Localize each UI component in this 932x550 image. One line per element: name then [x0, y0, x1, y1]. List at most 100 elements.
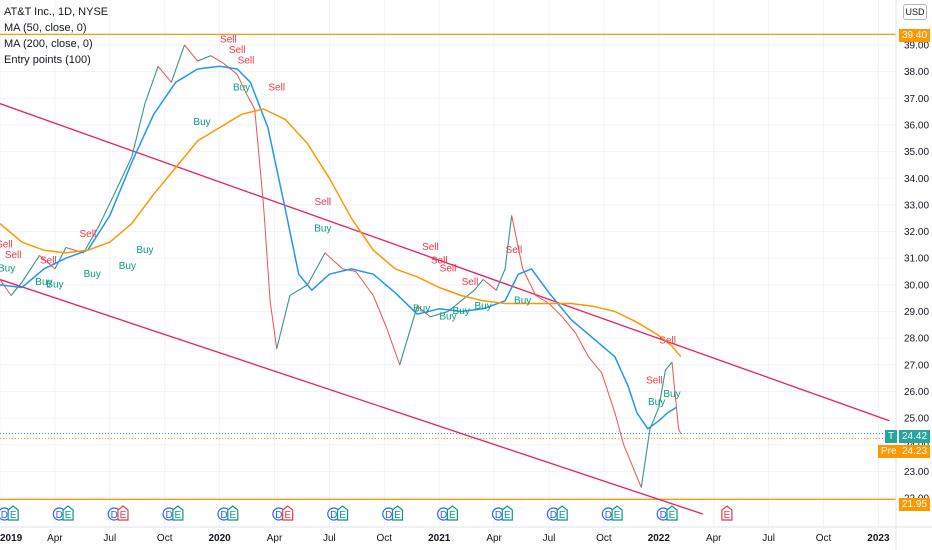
- x-tick-label: Jul: [543, 533, 556, 544]
- buy-signal-label: Buy: [475, 301, 492, 312]
- earnings-marker-label: E: [339, 510, 346, 521]
- dividend-marker-label: D: [275, 510, 282, 521]
- dividend-marker-label: D: [440, 510, 447, 521]
- legend-symbol[interactable]: AT&T Inc., 1D, NYSE: [4, 6, 109, 18]
- x-tick-label: Oct: [377, 533, 393, 544]
- sell-signal-label: Sell: [40, 256, 57, 267]
- earnings-icon: [62, 505, 74, 521]
- earnings-marker-label: E: [614, 510, 621, 521]
- sell-signal-label: Sell: [220, 34, 237, 45]
- y-tick-label: 32.00: [904, 227, 929, 238]
- y-tick-label: 38.00: [904, 67, 929, 78]
- buy-signal-label: Buy: [136, 245, 153, 256]
- earnings-marker: E: [446, 505, 458, 521]
- chart-legend: AT&T Inc., 1D, NYSE MA (50, close, 0) MA…: [4, 4, 108, 68]
- sell-signal-label: Sell: [314, 197, 331, 208]
- earnings-marker: E: [172, 505, 184, 521]
- price-segment-up: [144, 66, 159, 104]
- price-segment-up: [399, 306, 418, 365]
- y-tick-label: 28.00: [904, 334, 929, 345]
- horizontal-levels: [0, 33, 896, 500]
- y-tick-label: 39.00: [904, 41, 929, 52]
- dividend-marker-label: D: [660, 510, 667, 521]
- sell-signal-label: Sell: [5, 250, 22, 261]
- earnings-marker-label: E: [449, 510, 456, 521]
- y-tick-label: 34.00: [904, 174, 929, 185]
- y-tick-label: 36.00: [904, 120, 929, 131]
- resistance-price-tag: 39.40: [899, 29, 931, 42]
- earnings-icon: [336, 505, 349, 521]
- price-segment-up: [495, 268, 506, 291]
- buy-signal-label: Buy: [663, 389, 680, 400]
- price-segment-up: [131, 103, 146, 158]
- earnings-marker: E: [336, 505, 349, 521]
- y-tick-label: 23.00: [904, 467, 929, 478]
- y-tick-label: 37.00: [904, 94, 929, 105]
- price-segment-up: [460, 289, 475, 302]
- price-line: [0, 44, 682, 488]
- price-segment-up: [113, 156, 133, 195]
- x-tick-label: Apr: [486, 533, 502, 544]
- price-segment-up: [98, 194, 115, 227]
- currency-button[interactable]: USD: [903, 4, 927, 20]
- pre-price-tag: 24.23: [899, 445, 931, 458]
- x-tick-label: Jul: [762, 533, 775, 544]
- earnings-icon: [446, 505, 458, 521]
- dividend-marker-label: D: [495, 510, 502, 521]
- trend-channel: [0, 103, 890, 515]
- earnings-marker: E: [391, 505, 404, 521]
- y-tick-label: 35.00: [904, 147, 929, 158]
- earnings-icon: [282, 505, 294, 521]
- x-tick-label: 2022: [648, 533, 671, 544]
- buy-signal-label: Buy: [314, 224, 331, 235]
- sell-signal-label: Sell: [659, 335, 676, 346]
- earnings-marker-label: E: [120, 510, 127, 521]
- y-tick-label: 27.00: [904, 360, 929, 371]
- earnings-marker: E: [282, 505, 294, 521]
- dividend-marker-label: D: [111, 510, 118, 521]
- buy-signal-label: Buy: [119, 261, 136, 272]
- earnings-marker-label: E: [724, 510, 731, 521]
- x-tick-label: 2021: [428, 533, 451, 544]
- ma50-line: [0, 65, 677, 430]
- price-segment-up: [83, 225, 100, 254]
- price-segment-up: [289, 284, 308, 296]
- sell-signal-label: Sell: [0, 240, 13, 251]
- earnings-marker: E: [501, 505, 513, 521]
- channel-line-lower: [0, 278, 703, 515]
- sell-signal-label: Sell: [229, 45, 246, 56]
- sell-signal-label: Sell: [462, 277, 479, 288]
- legend-strategy[interactable]: Entry points (100): [4, 54, 91, 66]
- earnings-icon: [666, 505, 678, 521]
- pre-label-tag: Pre: [878, 445, 900, 458]
- earnings-marker-label: E: [65, 510, 72, 521]
- price-segment-up: [504, 215, 513, 269]
- price-segment-up: [473, 279, 484, 291]
- sell-signal-label: Sell: [422, 242, 439, 253]
- legend-ma200[interactable]: MA (200, close, 0): [4, 38, 93, 50]
- earnings-marker-label: E: [394, 510, 401, 521]
- dividend-marker-label: D: [220, 510, 227, 521]
- sell-signal-label: Sell: [268, 82, 285, 93]
- earnings-marker-label: E: [10, 510, 17, 521]
- price-segment-up: [197, 55, 212, 62]
- sell-signal-label: Sell: [238, 56, 255, 67]
- price-segment-up: [640, 428, 651, 488]
- series-lines: [0, 44, 682, 488]
- time-axis[interactable]: 2019 Apr Jul Oct 2020 Apr Jul Oct 2021 Apr Jul Oct 2…: [0, 526, 932, 544]
- last-label-tag: T: [885, 430, 898, 443]
- legend-ma50[interactable]: MA (50, close, 0): [4, 22, 87, 34]
- buy-signal-label: Buy: [193, 117, 210, 128]
- x-tick-label: 2020: [208, 533, 231, 544]
- price-axis[interactable]: 22.0023.0024.0025.0026.0027.0028.0029.00…: [895, 0, 929, 550]
- earnings-marker-label: E: [669, 510, 676, 521]
- earnings-marker: E: [721, 505, 733, 521]
- buy-signal-label: Buy: [46, 280, 63, 291]
- earnings-icon: [391, 505, 404, 521]
- earnings-marker: E: [666, 505, 678, 521]
- earnings-marker-label: E: [229, 510, 236, 521]
- dividend-marker-label: D: [1, 510, 8, 521]
- dividend-marker: D: [327, 507, 341, 521]
